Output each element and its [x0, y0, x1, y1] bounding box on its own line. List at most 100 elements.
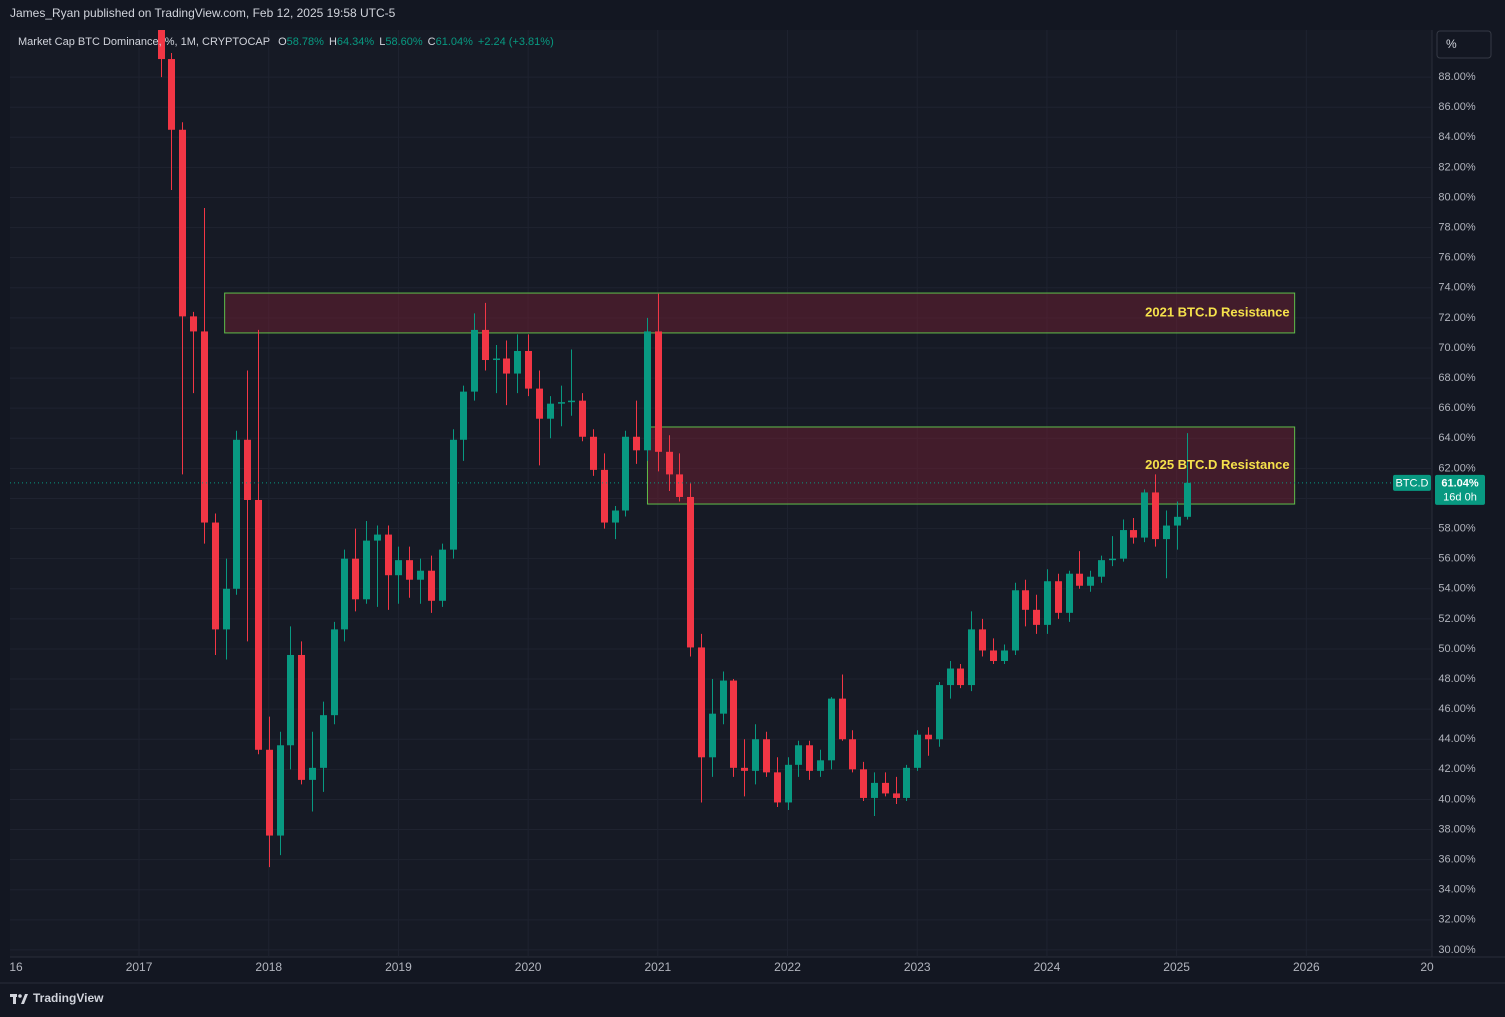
candle-body — [1141, 492, 1148, 538]
y-tick-label: 62.00% — [1438, 462, 1476, 474]
candle-body — [936, 685, 943, 740]
y-tick-label: 48.00% — [1438, 673, 1476, 685]
candle-body — [568, 400, 575, 403]
candle-body — [871, 782, 878, 798]
candle-body — [795, 745, 802, 765]
x-tick-label: 2020 — [515, 960, 542, 974]
x-tick-label: 2023 — [904, 960, 931, 974]
candle-body — [558, 402, 565, 404]
y-tick-label: 82.00% — [1438, 161, 1476, 173]
candle-body — [730, 680, 737, 768]
candle-body — [298, 654, 305, 780]
candle-body — [406, 560, 413, 580]
y-tick-label: 40.00% — [1438, 793, 1476, 805]
candle-body — [374, 534, 381, 541]
candle-body — [1012, 590, 1019, 651]
header: James_Ryan published on TradingView.com,… — [10, 6, 396, 20]
candle-body — [266, 749, 273, 836]
y-tick-label: 84.00% — [1438, 131, 1476, 143]
y-tick-label: 44.00% — [1438, 733, 1476, 745]
x-tick-label: 2026 — [1293, 960, 1320, 974]
candle-body — [525, 350, 532, 389]
candle-body — [460, 391, 467, 440]
candle-body — [1022, 590, 1029, 610]
candle-body — [622, 436, 629, 511]
candle-body — [471, 329, 478, 392]
overlay: 30.00% 32.00% 34.00% 36.00% 38.00% 40.00% 42.0… — [9, 71, 1485, 974]
legend-value: 61.04% — [436, 36, 474, 48]
candle-body — [503, 358, 510, 374]
y-tick-label: 46.00% — [1438, 703, 1476, 715]
candle-body — [849, 739, 856, 770]
scale-button-label[interactable]: % — [1446, 37, 1457, 51]
x-tick-label: 20 — [1420, 960, 1434, 974]
candle-body — [482, 329, 489, 361]
y-tick-label: 80.00% — [1438, 191, 1476, 203]
footer-brand: TradingView — [33, 991, 104, 1005]
x-tick-label: 2022 — [774, 960, 801, 974]
candle-body — [655, 331, 662, 452]
candle-body — [1109, 558, 1116, 561]
legend-title: Market Cap BTC Dominance, %, 1M, CRYPTOC… — [18, 36, 270, 48]
candle-body — [666, 451, 673, 475]
candle-body — [417, 570, 424, 580]
x-tick-label: 2017 — [126, 960, 153, 974]
candle-body — [1163, 525, 1170, 540]
legend-value: 58.60% — [385, 36, 423, 48]
y-tick-label: 74.00% — [1438, 282, 1476, 294]
x-tick-label: 2024 — [1034, 960, 1061, 974]
candle-body — [914, 734, 921, 768]
candle-body — [741, 767, 748, 771]
zone-label: 2025 BTC.D Resistance — [1145, 457, 1290, 472]
y-tick-label: 32.00% — [1438, 914, 1476, 926]
x-tick-label: 2025 — [1163, 960, 1190, 974]
candle-body — [168, 59, 175, 130]
legend-change: +2.24 (+3.81%) — [478, 36, 554, 48]
y-tick-label: 54.00% — [1438, 583, 1476, 595]
candle-body — [720, 680, 727, 714]
legend-key: H — [329, 36, 337, 48]
candle-body — [925, 734, 932, 740]
candle-body — [1130, 530, 1137, 538]
candle-body — [687, 496, 694, 648]
candle-body — [947, 668, 954, 686]
candle-body — [190, 316, 197, 332]
x-tick-label: 2019 — [385, 960, 412, 974]
candle-body — [514, 350, 521, 374]
candle-body — [774, 772, 781, 803]
candle-body — [1055, 581, 1062, 613]
y-tick-label: 64.00% — [1438, 432, 1476, 444]
candle-body — [979, 629, 986, 651]
legend: Market Cap BTC Dominance, %, 1M, CRYPTOC… — [18, 36, 554, 48]
candle-body — [644, 331, 651, 451]
candle-body — [428, 570, 435, 601]
candle-body — [882, 782, 889, 794]
legend-value: 64.34% — [337, 36, 375, 48]
y-tick-label: 50.00% — [1438, 643, 1476, 655]
candle-body — [590, 436, 597, 470]
candle-body — [860, 769, 867, 798]
x-tick-label: 2021 — [644, 960, 671, 974]
candle-body — [309, 767, 316, 780]
candle-body — [1066, 573, 1073, 613]
candle-body — [201, 331, 208, 523]
symbol-tag-bg — [1393, 474, 1431, 491]
y-tick-label: 42.00% — [1438, 763, 1476, 775]
y-tick-label: 88.00% — [1438, 71, 1476, 83]
candle-body — [579, 400, 586, 437]
candle-body — [385, 534, 392, 576]
scale-button[interactable] — [1436, 30, 1492, 59]
candle-body — [1044, 581, 1051, 625]
y-tick-label: 76.00% — [1438, 252, 1476, 264]
x-tick-label: 2018 — [255, 960, 282, 974]
candle-body — [612, 510, 619, 523]
candle-body — [244, 439, 251, 500]
candle-body — [536, 388, 543, 419]
candle-body — [1174, 516, 1181, 526]
candle-body — [363, 540, 370, 600]
y-tick-label: 38.00% — [1438, 823, 1476, 835]
y-tick-label: 52.00% — [1438, 613, 1476, 625]
candle-body — [179, 129, 186, 317]
last-price-label: 61.04% — [1441, 478, 1479, 490]
candle-body — [633, 436, 640, 451]
